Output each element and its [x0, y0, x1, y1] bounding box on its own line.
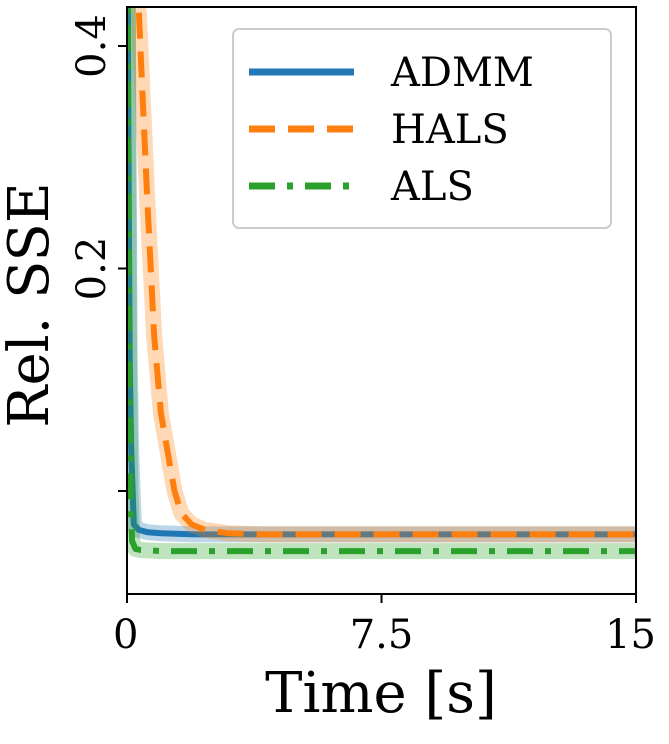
legend-label-admm: ADMM [390, 50, 534, 96]
legend-label-hals: HALS [391, 107, 509, 153]
y-ticks: 0.2 0.4 [69, 14, 127, 492]
y-tick-label: 0.2 [69, 237, 115, 301]
series-line-als [127, 7, 636, 555]
x-ticks: 0 7.5 15 [113, 594, 656, 658]
legend-box [232, 28, 612, 229]
x-tick-label: 7.5 [350, 612, 414, 658]
x-tick-label: 0 [113, 612, 138, 658]
legend: ADMM HALS ALS [232, 28, 612, 229]
x-tick-label: 15 [605, 612, 656, 658]
y-tick-label: 0.4 [69, 14, 115, 78]
series-line-hals [135, 12, 636, 538]
series-layer [127, 7, 636, 560]
y-axis-label: Rel. SSE [0, 182, 62, 427]
x-axis-label: Time [s] [265, 661, 497, 726]
legend-label-als: ALS [390, 164, 474, 210]
